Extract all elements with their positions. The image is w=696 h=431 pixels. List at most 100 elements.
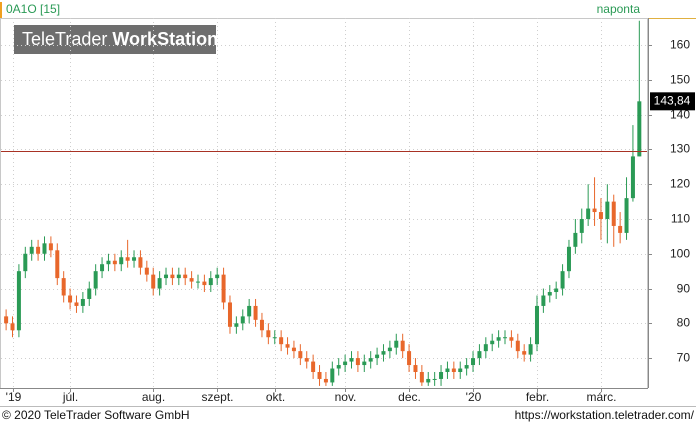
candle-body [227, 302, 232, 327]
candle-body [605, 201, 610, 219]
x-tick-label: okt. [266, 390, 285, 404]
candle-body [534, 305, 539, 345]
y-tick-label: 120 [670, 177, 690, 191]
candle-body [387, 347, 392, 352]
x-tick-label: '19 [6, 390, 22, 404]
watermark: TeleTrader WorkStation [22, 29, 218, 49]
candle-body [375, 354, 380, 359]
candle-body [573, 232, 578, 247]
candle-body [253, 305, 258, 320]
candle-body [16, 271, 21, 331]
candle-body [496, 337, 501, 341]
candle-body [554, 288, 559, 293]
candle-body [151, 274, 156, 289]
x-tick-label: szept. [201, 390, 233, 404]
candle-body [637, 101, 642, 157]
candle-body [598, 212, 603, 219]
candle-body [355, 358, 360, 366]
x-tick-label: márc. [587, 390, 617, 404]
candle-body [330, 368, 335, 383]
candle-body [266, 330, 271, 338]
candle-body [285, 344, 290, 348]
candle-body [215, 274, 220, 279]
candle-body [36, 246, 41, 254]
candle-body [80, 298, 85, 306]
candle-body [592, 208, 597, 213]
y-tick-label: 110 [671, 212, 690, 226]
candle-body [368, 358, 373, 362]
candle-body [522, 351, 527, 355]
y-tick-label: 100 [670, 247, 690, 261]
candle-body [202, 281, 207, 286]
candle-body [291, 347, 296, 352]
candle-body [10, 323, 15, 331]
candle-body [157, 278, 162, 289]
candle-body [471, 358, 476, 366]
candle-body [630, 156, 635, 199]
candle-body [144, 267, 149, 275]
candle-body [100, 264, 105, 272]
x-tick-label: '20 [466, 390, 482, 404]
candle-body [483, 344, 488, 352]
candle-body [458, 368, 463, 373]
footer-left: © 2020 TeleTrader Software GmbH [2, 408, 190, 422]
y-tick-label: 140 [670, 108, 690, 122]
candle-body [349, 358, 354, 362]
candle-body [618, 225, 623, 233]
candle-body [29, 246, 34, 254]
price-label-box [650, 92, 695, 111]
watermark-light: TeleTrader [22, 29, 107, 49]
candle-body [259, 319, 264, 331]
candle-body [240, 316, 245, 324]
candle-body [528, 344, 533, 355]
candle-body [439, 372, 444, 379]
candle-body [234, 323, 239, 327]
candle-body [503, 337, 508, 339]
candle-body [611, 201, 616, 226]
candle-body [400, 340, 405, 352]
y-tick-label: 90 [677, 282, 691, 296]
candle-body [419, 372, 424, 383]
candle-body [164, 274, 169, 279]
candle-body [547, 292, 552, 296]
header-marker [0, 2, 2, 18]
x-tick-label: aug. [142, 390, 165, 404]
candle-body [125, 257, 130, 261]
candle-body [112, 260, 117, 265]
candle-body [566, 246, 571, 272]
y-tick-label: 150 [670, 73, 690, 87]
candle-body [464, 365, 469, 369]
candle-body [579, 218, 584, 233]
candle-body [61, 278, 66, 296]
candle-body [407, 351, 412, 366]
candle-body [560, 271, 565, 289]
candle-body [490, 340, 495, 345]
x-tick-label: febr. [526, 390, 549, 404]
candle-body [247, 305, 252, 317]
plot: 70 80 90 100 110 120 130 140 150 160 '19 júl. aug. sz… [1, 18, 695, 404]
candle-body [106, 260, 111, 265]
candle-body [432, 378, 437, 380]
candle-body [586, 208, 591, 219]
candle-body [509, 337, 514, 341]
y-tick-label: 160 [670, 38, 690, 52]
x-tick-label: júl. [62, 390, 78, 404]
candle-body [515, 340, 520, 352]
candle-body [445, 368, 450, 373]
candle-body [413, 365, 418, 373]
candle-body [394, 340, 399, 348]
candle-body [624, 198, 629, 233]
candle-body [272, 337, 277, 339]
watermark-box [14, 25, 216, 54]
x-tick-label: dec. [398, 390, 421, 404]
candle-body [298, 351, 303, 359]
candle-body [304, 358, 309, 362]
candle-body [23, 253, 28, 272]
price-label: 143,84 [654, 93, 691, 107]
candle-body [221, 274, 226, 303]
candle-body [311, 361, 316, 373]
candle-body [176, 274, 181, 279]
candle-body [4, 316, 9, 324]
candle-body [381, 351, 386, 355]
